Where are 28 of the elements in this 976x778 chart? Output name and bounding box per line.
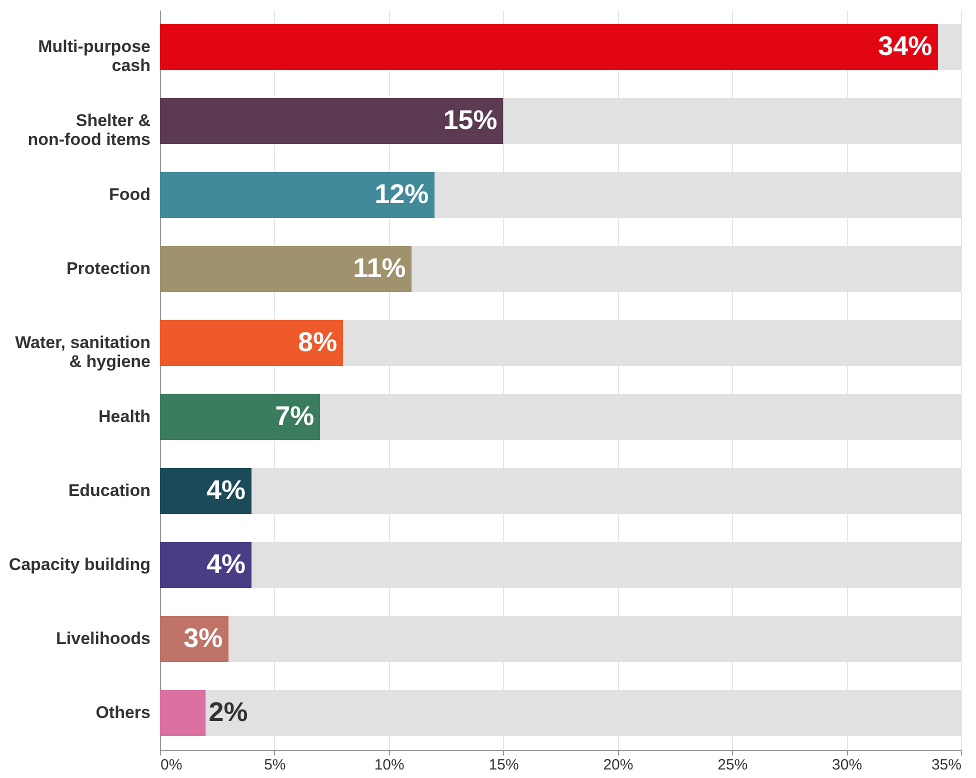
y-tick-label: Education (68, 481, 150, 500)
x-tick-label: 5% (264, 756, 286, 774)
x-tick-label: 0% (160, 756, 182, 774)
data-label: 4% (206, 475, 246, 505)
data-label: 3% (184, 623, 223, 653)
y-tick-label: Water, sanitation & hygiene (15, 333, 150, 371)
y-tick-label: Food (108, 185, 150, 204)
x-tick-label: 35% (931, 756, 962, 774)
data-label: 34% (878, 31, 932, 61)
data-label: 15% (443, 105, 498, 135)
data-label: 7% (275, 401, 314, 431)
y-tick-label: Livelihoods (56, 629, 150, 648)
x-tick-label: 30% (832, 756, 862, 774)
y-tick-label: Shelter & non-food items (28, 111, 150, 149)
x-tick-label: 25% (718, 756, 748, 774)
data-label: 4% (206, 549, 246, 579)
data-label: 2% (208, 697, 248, 727)
y-tick-label: Capacity building (8, 555, 150, 574)
y-tick-label: Others (96, 703, 150, 722)
data-label: 11% (353, 253, 406, 283)
x-tick-label: 20% (603, 756, 634, 774)
x-tick-label: 10% (374, 756, 404, 774)
data-label: 12% (374, 179, 429, 209)
x-tick-label: 15% (488, 756, 519, 774)
y-tick-label: Health (98, 407, 150, 426)
y-tick-label: Multi-purpose cash (38, 37, 150, 75)
y-tick-label: Protection (66, 259, 150, 278)
data-label: 8% (298, 327, 338, 357)
